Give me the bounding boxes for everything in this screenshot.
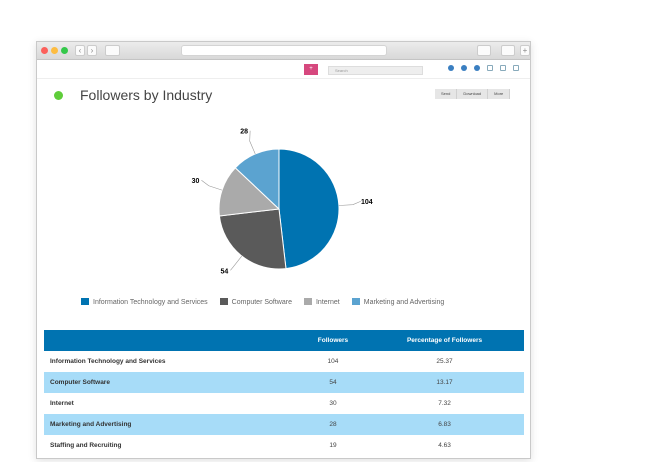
share-icon[interactable] (477, 45, 491, 56)
column-header: Percentage of Followers (365, 330, 524, 351)
browser-window: ‹ › + + Search Followers by Industry Sen… (36, 41, 531, 459)
legend-item[interactable]: Marketing and Advertising (351, 298, 445, 306)
new-tab-icon[interactable]: + (520, 45, 530, 56)
legend-label: Marketing and Advertising (363, 299, 445, 306)
label-connector (338, 200, 361, 206)
data-label: 54 (221, 268, 229, 275)
maximize-icon[interactable] (61, 47, 68, 54)
data-label: 104 (361, 199, 373, 206)
pie-slice[interactable] (278, 148, 340, 270)
label-connector (230, 255, 243, 271)
table-cell: Internet (50, 400, 74, 407)
chart-legend: Information Technology and Services Compu… (81, 298, 444, 306)
legend-swatch (81, 298, 89, 305)
forward-button[interactable]: › (87, 45, 97, 56)
browser-toolbar: ‹ › + (37, 42, 530, 60)
pie-chart: 104 54 30 28 (192, 129, 373, 276)
legend-swatch (351, 298, 360, 305)
table-cell: Staffing and Recruiting (50, 442, 122, 449)
table-row: Staffing and Recruiting 19 4.63 (44, 435, 524, 456)
address-bar[interactable] (181, 45, 387, 56)
table-row: Marketing and Advertising 28 6.83 (44, 414, 524, 435)
minimize-icon[interactable] (51, 47, 58, 54)
data-label: 30 (192, 178, 200, 185)
globe-icon[interactable] (474, 65, 480, 71)
card-icon[interactable] (500, 65, 506, 71)
column-header: Followers (300, 330, 366, 351)
legend-item[interactable]: Information Technology and Services (81, 298, 208, 306)
sidebar-icon[interactable] (105, 45, 120, 56)
legend-label: Information Technology and Services (93, 299, 208, 306)
table-row: Computer Software 54 13.17 (44, 372, 524, 393)
table-cell: 6.83 (365, 414, 524, 435)
table-cell: 28 (300, 414, 366, 435)
table-cell: Information Technology and Services (50, 358, 166, 365)
settings-icon[interactable] (487, 65, 493, 71)
download-button[interactable]: Download (457, 89, 489, 99)
table-cell: 30 (329, 400, 337, 407)
pie-slice[interactable] (218, 208, 287, 270)
column-header (44, 330, 301, 351)
pie-slice[interactable] (218, 167, 281, 217)
users-icon[interactable] (448, 65, 454, 71)
more-button[interactable]: More (488, 89, 511, 99)
table-row: Internet 30 7.32 (44, 393, 524, 414)
profile-icon[interactable] (461, 65, 467, 71)
legend-swatch (219, 298, 228, 305)
legend-label: Computer Software (231, 299, 292, 306)
data-label: 28 (240, 129, 248, 136)
legend-label: Internet (315, 299, 340, 306)
legend-item[interactable]: Computer Software (219, 298, 292, 306)
table-cell: 104 (327, 358, 339, 365)
tabs-icon[interactable] (501, 45, 515, 56)
label-connector (201, 179, 223, 191)
legend-swatch (303, 298, 312, 305)
search-input[interactable]: Search (328, 66, 423, 75)
table-cell: Computer Software (44, 372, 301, 393)
table-cell: 13.17 (365, 372, 524, 393)
table-row: Information Technology and Services 104 25… (44, 351, 524, 372)
back-button[interactable]: ‹ (75, 45, 85, 56)
label-connector (249, 130, 256, 155)
app-header: + Search (37, 60, 530, 79)
table-cell: 7.32 (438, 400, 451, 407)
pie-slice[interactable] (234, 148, 280, 211)
close-icon[interactable] (41, 47, 48, 54)
table-cell: Marketing and Advertising (44, 414, 301, 435)
table-cell: 4.63 (438, 442, 451, 449)
page-title: Followers by Industry (80, 87, 213, 103)
status-dot (54, 91, 63, 100)
legend-item[interactable]: Internet (303, 298, 340, 306)
data-table: Followers Percentage of Followers Informat… (44, 330, 524, 456)
table-cell: 54 (300, 372, 366, 393)
new-button[interactable]: + (304, 64, 318, 75)
table-cell: 25.37 (436, 358, 453, 365)
send-button[interactable]: Send (435, 89, 458, 99)
logout-icon[interactable] (513, 65, 519, 71)
table-cell: 19 (329, 442, 337, 449)
